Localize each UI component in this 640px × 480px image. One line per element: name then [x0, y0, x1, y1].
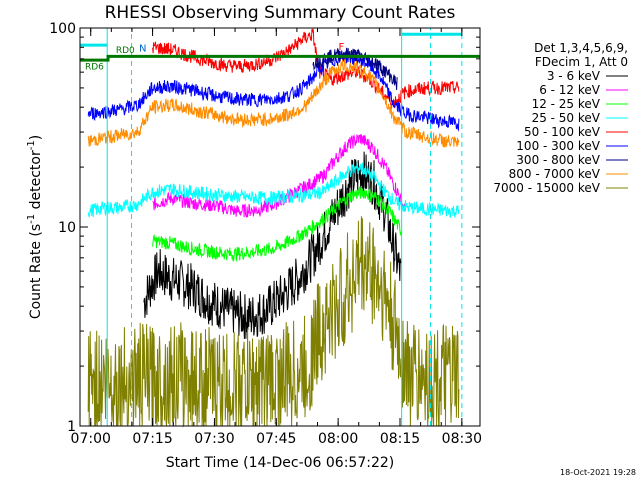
series-line: [143, 151, 402, 340]
timestamp: 18-Oct-2021 19:28: [560, 468, 636, 477]
legend-header-2: FDecim 1, Att 0: [535, 55, 628, 69]
flag-label: N: [139, 43, 146, 54]
series-line: [152, 28, 460, 110]
flag-label: F: [339, 42, 345, 53]
x-tick-label: 07:30: [194, 431, 234, 447]
legend-entry: 3 - 6 keV: [547, 69, 601, 83]
y-tick-label: 100: [49, 21, 76, 37]
legend-entry: 6 - 12 keV: [539, 83, 601, 97]
series-line: [312, 47, 398, 91]
attenuator-label: RD0: [116, 46, 135, 56]
attenuator-bar: [80, 54, 480, 62]
x-axis-label: Start Time (14-Dec-06 06:57:22): [166, 455, 394, 471]
y-axis-label: Count Rate (s-1 detector-1): [26, 135, 44, 319]
legend-entry: 25 - 50 keV: [532, 111, 601, 125]
series-line: [87, 58, 460, 148]
legend-entry: 800 - 7000 keV: [509, 167, 601, 181]
legend-header-1: Det 1,3,4,5,6,9,: [534, 41, 628, 55]
y-tick-label: 1: [67, 419, 76, 435]
x-tick-label: 08:30: [442, 431, 482, 447]
x-axis: 07:00 07:15 07:30 07:45 08:00 08:15 08:30: [71, 28, 482, 447]
legend-entry: 300 - 800 keV: [516, 153, 600, 167]
x-tick-label: 08:00: [318, 431, 358, 447]
overlay-layer: RD6 RD0 N F: [80, 28, 480, 426]
legend: Det 1,3,4,5,6,9, FDecim 1, Att 0 3 - 6 k…: [493, 41, 628, 195]
x-tick-label: 07:00: [71, 431, 111, 447]
chart-title: RHESSI Observing Summary Count Rates: [105, 3, 456, 23]
series-line: [87, 50, 460, 132]
y-tick-label: 10: [58, 220, 76, 236]
legend-entry: 12 - 25 keV: [532, 97, 601, 111]
series-layer: [87, 28, 460, 428]
y-axis: 1 10 100: [49, 21, 480, 435]
series-line: [87, 216, 460, 428]
x-tick-label: 08:15: [380, 431, 420, 447]
attenuator-label: RD6: [85, 63, 104, 73]
series-line: [87, 161, 460, 218]
legend-entry: 7000 - 15000 keV: [493, 181, 600, 195]
series-line: [152, 185, 402, 263]
legend-entry: 100 - 300 keV: [516, 139, 600, 153]
x-tick-label: 07:45: [256, 431, 296, 447]
legend-entry: 50 - 100 keV: [524, 125, 601, 139]
x-tick-label: 07:15: [132, 431, 172, 447]
